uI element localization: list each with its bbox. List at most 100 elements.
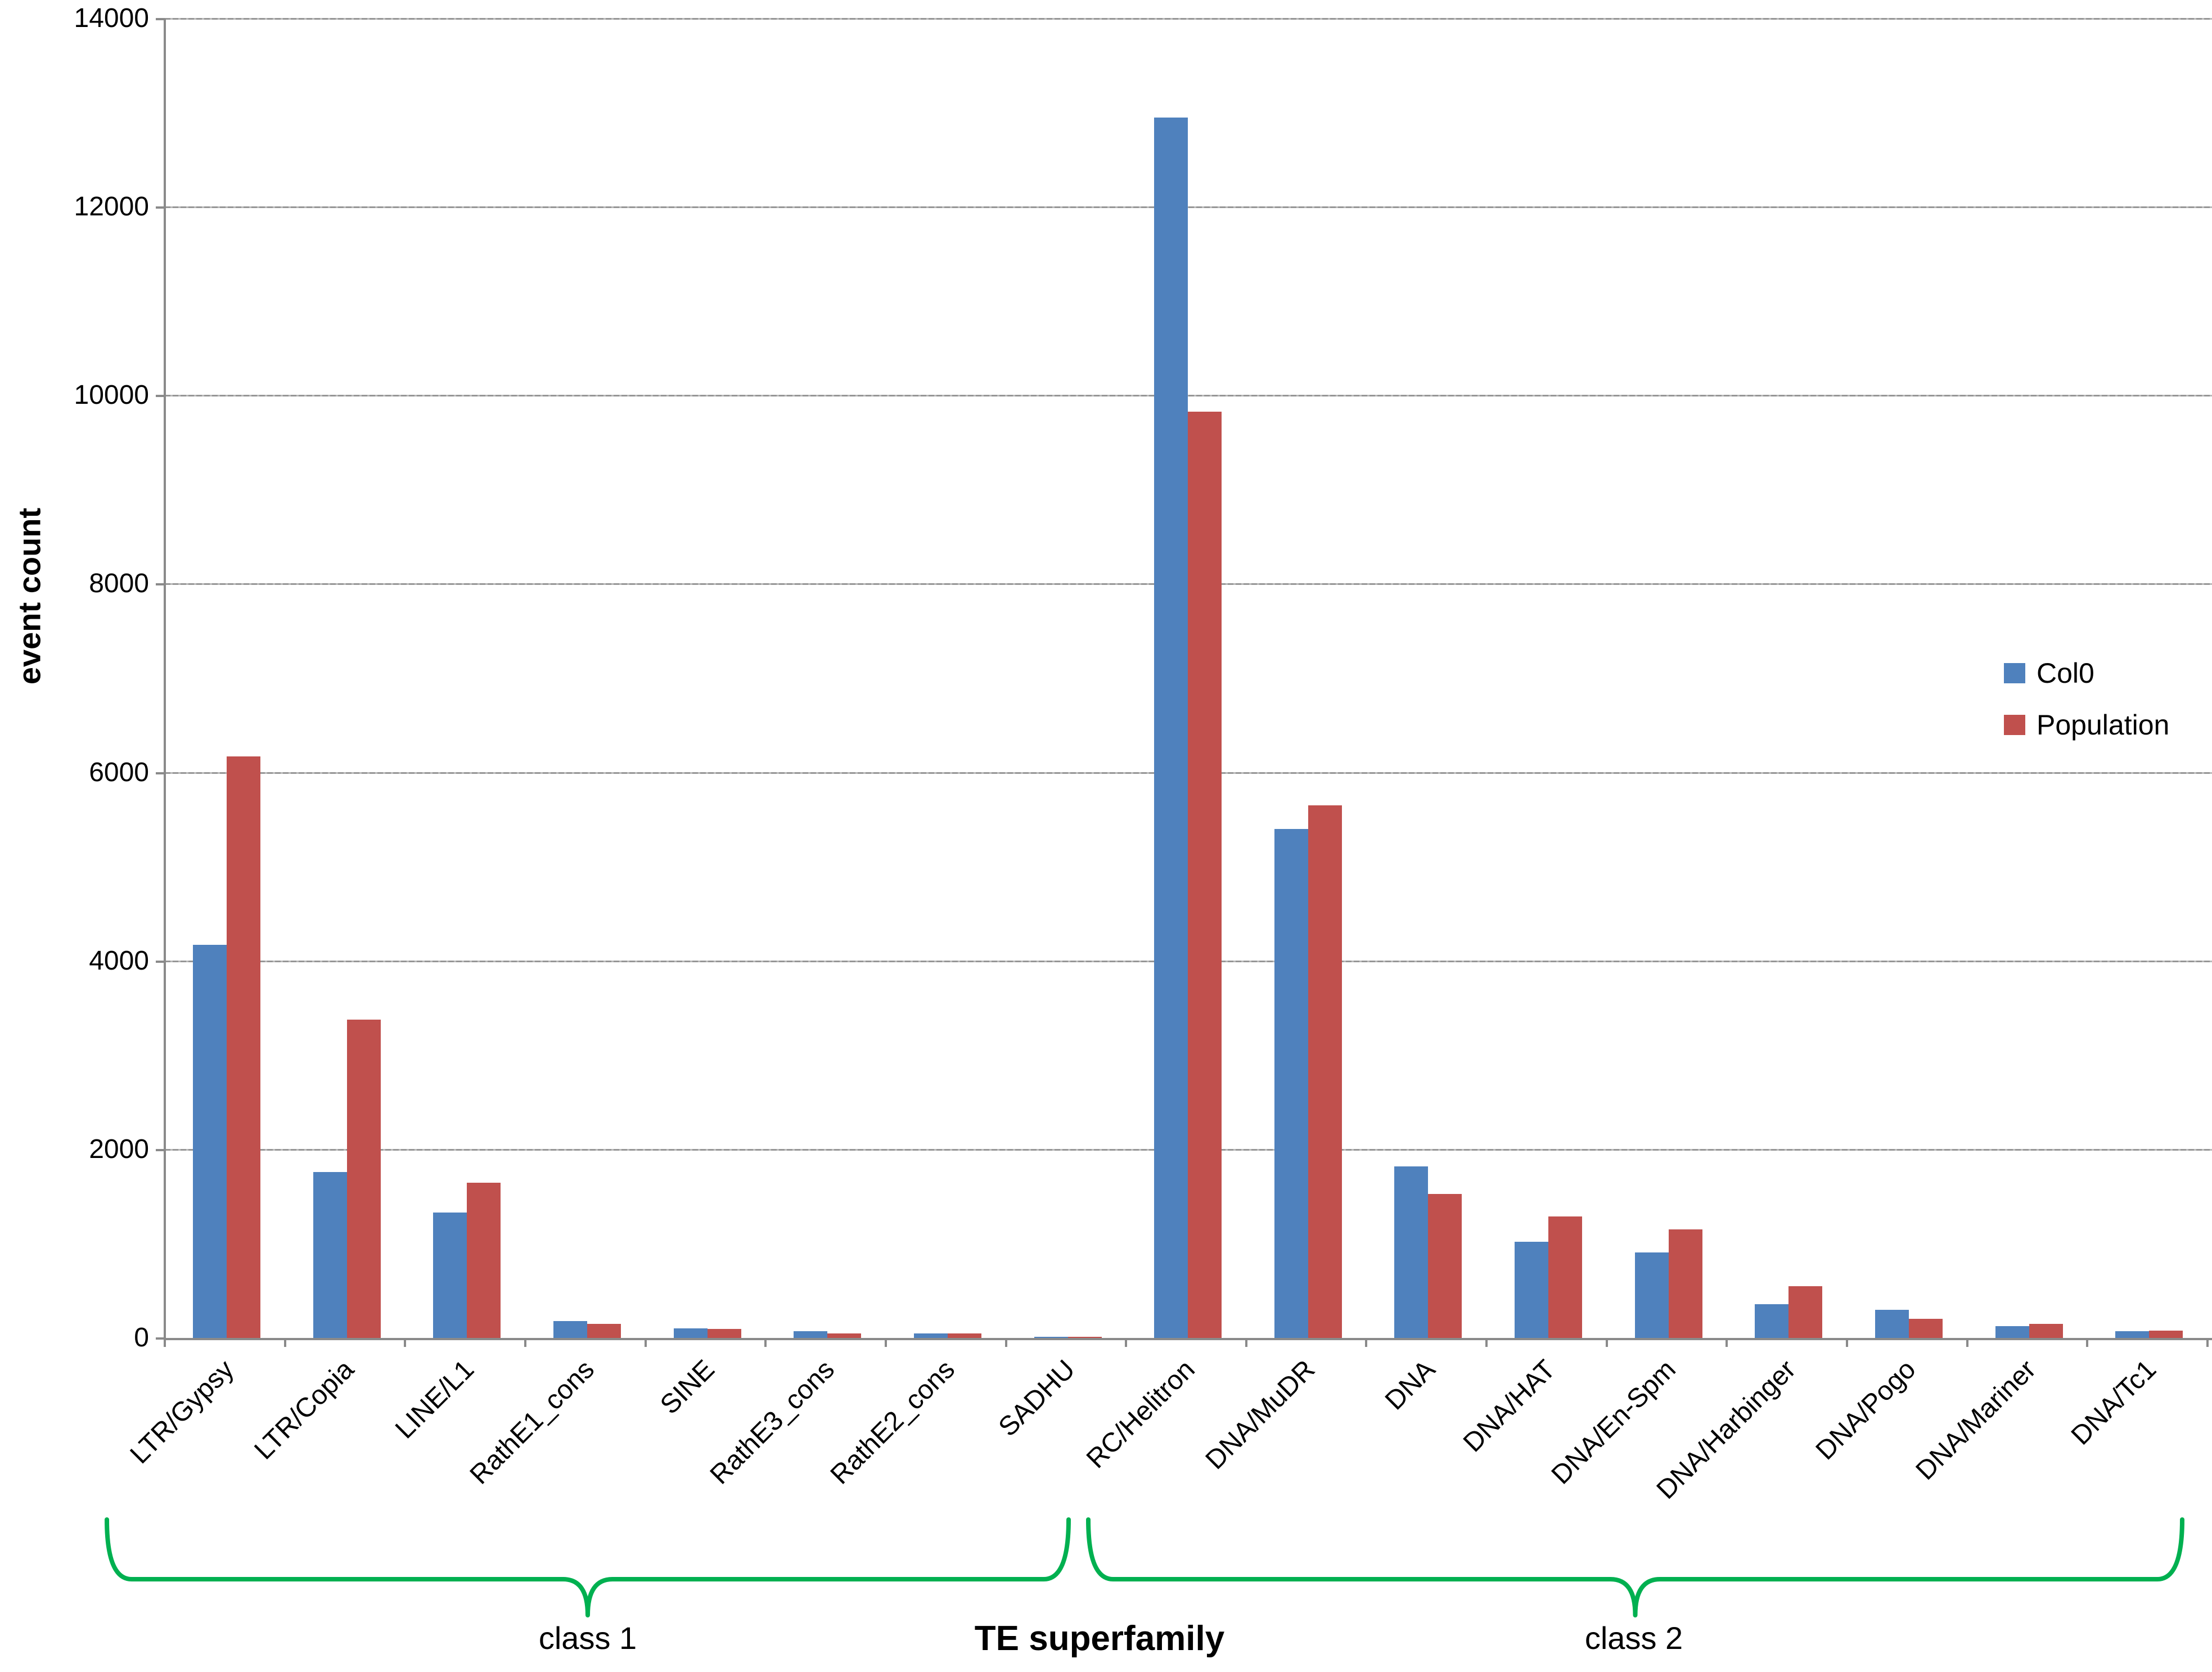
bar-col0 (673, 1328, 708, 1338)
x-tick-label: RathE2_cons (825, 1354, 961, 1490)
legend-item: Population (2004, 711, 2169, 739)
bar-col0 (1274, 829, 1308, 1338)
x-tick-label: RathE1_cons (464, 1354, 600, 1490)
bar-col0 (1515, 1242, 1549, 1338)
legend-label: Col0 (2037, 657, 2094, 689)
bar-population (1067, 1337, 1102, 1338)
bar-col0 (433, 1213, 467, 1338)
y-tick-label: 0 (134, 1323, 149, 1353)
x-axis-tick (164, 1338, 166, 1347)
x-axis-tick (1605, 1338, 1608, 1347)
bar-col0 (1394, 1166, 1429, 1338)
legend: Col0 Population (2004, 659, 2169, 739)
bar-col0 (1995, 1326, 2029, 1338)
y-axis-tick (156, 960, 165, 963)
x-axis-tick (1726, 1338, 1728, 1347)
legend-swatch-population-icon (2004, 715, 2025, 735)
bar-population (2029, 1324, 2063, 1338)
x-axis-tick (404, 1338, 407, 1347)
class2-label: class 2 (1584, 1620, 1683, 1656)
bar-population (1188, 412, 1222, 1338)
x-tick-label: LINE/L1 (390, 1354, 480, 1445)
bar-population (467, 1183, 501, 1338)
bar-population (707, 1329, 741, 1338)
y-axis-tick (156, 206, 165, 209)
bar-population (1668, 1229, 1702, 1338)
y-axis-tick (156, 18, 165, 20)
x-axis-tick (2206, 1338, 2209, 1347)
y-gridline (165, 395, 2212, 397)
x-axis-tick (524, 1338, 526, 1347)
y-axis-tick (156, 395, 165, 398)
y-tick-label: 8000 (89, 569, 149, 599)
x-tick-label: DNA/Pogo (1810, 1354, 1922, 1466)
bar-population (346, 1020, 381, 1338)
x-axis-tick (644, 1338, 647, 1347)
y-axis-tick (156, 772, 165, 774)
x-axis-tick (1125, 1338, 1128, 1347)
x-tick-label: RC/Helitron (1081, 1354, 1201, 1475)
legend-swatch-col0-icon (2004, 663, 2025, 683)
x-axis-tick (1365, 1338, 1368, 1347)
bar-col0 (913, 1333, 948, 1338)
bar-col0 (794, 1331, 828, 1338)
y-tick-label: 4000 (89, 945, 149, 976)
y-tick-label: 2000 (89, 1134, 149, 1164)
x-axis-tick (1966, 1338, 1968, 1347)
bar-col0 (193, 945, 227, 1338)
bar-col0 (1034, 1337, 1068, 1338)
y-tick-label: 10000 (74, 380, 149, 411)
x-axis-tick (283, 1338, 286, 1347)
legend-item: Col0 (2004, 659, 2169, 687)
bar-col0 (313, 1172, 347, 1338)
x-tick-label: DNA/HAT (1458, 1354, 1562, 1458)
bar-population (1909, 1319, 1943, 1338)
y-tick-label: 6000 (89, 757, 149, 787)
bar-population (1308, 805, 1342, 1338)
y-axis-tick (156, 1148, 165, 1151)
bar-population (587, 1324, 621, 1338)
y-tick-label: 14000 (74, 3, 149, 33)
bar-population (2149, 1331, 2183, 1338)
x-axis-tick (884, 1338, 887, 1347)
x-tick-label: DNA/En-Spm (1546, 1354, 1682, 1490)
y-gridline (165, 18, 2212, 20)
x-tick-label: DNA/Mariner (1911, 1354, 2042, 1486)
bar-col0 (1755, 1304, 1789, 1338)
bar-col0 (553, 1321, 587, 1338)
bar-population (1548, 1216, 1583, 1338)
x-tick-label: SADHU (993, 1354, 1081, 1443)
y-gridline (165, 206, 2212, 209)
underbrace-class2-icon (1086, 1517, 2184, 1617)
x-tick-label: DNA (1380, 1354, 1441, 1416)
legend-label: Population (2037, 709, 2170, 741)
x-axis-line (165, 1338, 2212, 1340)
x-tick-label: LTR/Copia (249, 1354, 360, 1466)
bar-col0 (2115, 1331, 2150, 1338)
bar-population (1788, 1286, 1823, 1338)
underbrace-class1-icon (105, 1517, 1071, 1617)
y-axis-tick (156, 583, 165, 586)
x-axis-tick (764, 1338, 767, 1347)
bar-population (947, 1333, 981, 1338)
x-axis-title: TE superfamily (974, 1619, 1225, 1658)
x-tick-label: LTR/Gypsy (124, 1354, 240, 1470)
bar-population (1428, 1194, 1462, 1338)
y-axis-line (164, 19, 166, 1347)
bar-population (827, 1333, 862, 1338)
y-tick-label: 12000 (74, 192, 149, 222)
x-axis-tick (1846, 1338, 1849, 1347)
x-tick-label: DNA/Tc1 (2065, 1354, 2163, 1451)
x-axis-tick (1485, 1338, 1488, 1347)
x-axis-tick (1245, 1338, 1247, 1347)
bar-population (227, 756, 260, 1338)
x-tick-label: DNA/MuDR (1200, 1354, 1321, 1476)
bar-col0 (1154, 118, 1188, 1338)
x-tick-label: SINE (654, 1354, 720, 1420)
x-axis-tick (2086, 1338, 2089, 1347)
x-axis-tick (1004, 1338, 1007, 1347)
y-axis-tick (156, 1337, 165, 1340)
x-tick-label: RathE3_cons (704, 1354, 841, 1490)
bar-col0 (1634, 1252, 1669, 1338)
